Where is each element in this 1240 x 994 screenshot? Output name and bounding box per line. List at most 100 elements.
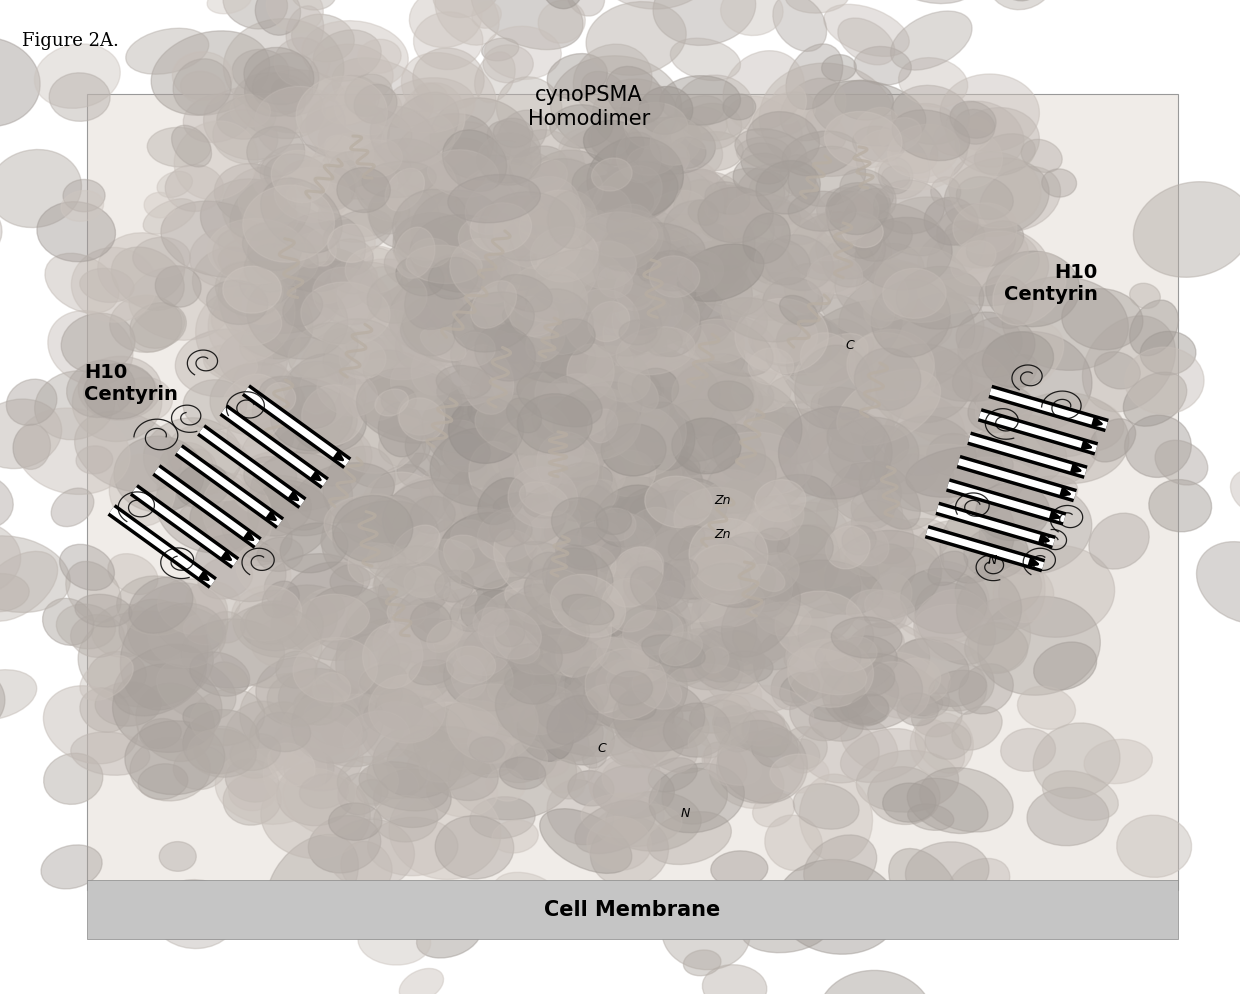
Ellipse shape [363, 351, 461, 421]
Ellipse shape [507, 644, 542, 670]
Ellipse shape [776, 315, 842, 366]
Ellipse shape [859, 261, 941, 318]
Ellipse shape [423, 254, 472, 286]
Ellipse shape [807, 255, 863, 299]
Ellipse shape [755, 240, 810, 285]
Ellipse shape [494, 626, 539, 664]
Ellipse shape [409, 686, 450, 717]
Ellipse shape [487, 121, 541, 164]
Ellipse shape [644, 360, 703, 409]
Ellipse shape [304, 698, 341, 727]
Ellipse shape [899, 350, 1013, 445]
Ellipse shape [892, 658, 941, 699]
Ellipse shape [391, 705, 448, 764]
Ellipse shape [78, 357, 161, 420]
Ellipse shape [560, 538, 635, 597]
Ellipse shape [223, 702, 294, 778]
Ellipse shape [254, 87, 345, 160]
Ellipse shape [517, 373, 603, 427]
Ellipse shape [363, 695, 448, 740]
Ellipse shape [951, 232, 1028, 286]
Ellipse shape [870, 575, 911, 619]
Ellipse shape [506, 542, 565, 580]
Ellipse shape [232, 585, 301, 641]
Ellipse shape [392, 114, 494, 194]
Ellipse shape [477, 251, 541, 307]
Ellipse shape [588, 228, 650, 270]
Ellipse shape [341, 341, 409, 400]
Ellipse shape [720, 397, 789, 447]
Ellipse shape [547, 696, 598, 745]
Ellipse shape [691, 564, 751, 602]
Ellipse shape [513, 244, 570, 296]
Ellipse shape [591, 276, 639, 319]
Ellipse shape [210, 662, 249, 694]
Ellipse shape [184, 381, 247, 430]
Ellipse shape [427, 767, 497, 817]
Ellipse shape [866, 245, 924, 291]
Ellipse shape [804, 835, 877, 898]
Ellipse shape [841, 729, 925, 782]
Ellipse shape [632, 369, 678, 409]
Ellipse shape [444, 536, 508, 589]
Ellipse shape [281, 696, 362, 757]
Ellipse shape [630, 567, 671, 611]
Ellipse shape [955, 108, 1039, 175]
Ellipse shape [618, 487, 701, 553]
Ellipse shape [526, 275, 588, 322]
Ellipse shape [405, 246, 482, 284]
Ellipse shape [148, 603, 226, 668]
Ellipse shape [445, 676, 501, 727]
Ellipse shape [543, 578, 627, 646]
Ellipse shape [182, 704, 219, 732]
Ellipse shape [424, 328, 564, 418]
Ellipse shape [477, 134, 541, 186]
Ellipse shape [789, 147, 866, 207]
Ellipse shape [583, 746, 606, 768]
Ellipse shape [1133, 183, 1240, 278]
Ellipse shape [603, 552, 672, 594]
Ellipse shape [221, 476, 331, 563]
Ellipse shape [319, 115, 384, 166]
Ellipse shape [461, 578, 547, 632]
Ellipse shape [827, 413, 885, 462]
Ellipse shape [247, 127, 305, 178]
Ellipse shape [296, 157, 358, 209]
Ellipse shape [315, 141, 408, 238]
Ellipse shape [320, 533, 377, 567]
Ellipse shape [42, 598, 94, 646]
Ellipse shape [601, 424, 666, 476]
Ellipse shape [939, 359, 977, 392]
Ellipse shape [653, 0, 755, 47]
Ellipse shape [753, 92, 816, 139]
Ellipse shape [348, 543, 397, 585]
Ellipse shape [585, 618, 652, 677]
Ellipse shape [262, 581, 299, 618]
Ellipse shape [714, 372, 808, 461]
Ellipse shape [198, 558, 253, 599]
Ellipse shape [769, 195, 830, 246]
Ellipse shape [362, 162, 436, 199]
Ellipse shape [242, 739, 289, 782]
Ellipse shape [270, 717, 363, 791]
Ellipse shape [471, 679, 572, 738]
Ellipse shape [161, 202, 274, 278]
Ellipse shape [243, 224, 301, 271]
Ellipse shape [494, 234, 558, 285]
Ellipse shape [756, 161, 821, 215]
Ellipse shape [759, 248, 791, 271]
Ellipse shape [286, 182, 362, 221]
Ellipse shape [755, 529, 790, 555]
Ellipse shape [219, 239, 278, 285]
Ellipse shape [138, 764, 188, 799]
Ellipse shape [506, 332, 619, 440]
Ellipse shape [1027, 787, 1109, 846]
Ellipse shape [780, 80, 846, 141]
Ellipse shape [283, 768, 365, 837]
Ellipse shape [469, 738, 505, 762]
Ellipse shape [766, 332, 832, 377]
Ellipse shape [341, 494, 407, 546]
Ellipse shape [402, 122, 497, 207]
Ellipse shape [774, 607, 827, 652]
Ellipse shape [515, 371, 590, 443]
